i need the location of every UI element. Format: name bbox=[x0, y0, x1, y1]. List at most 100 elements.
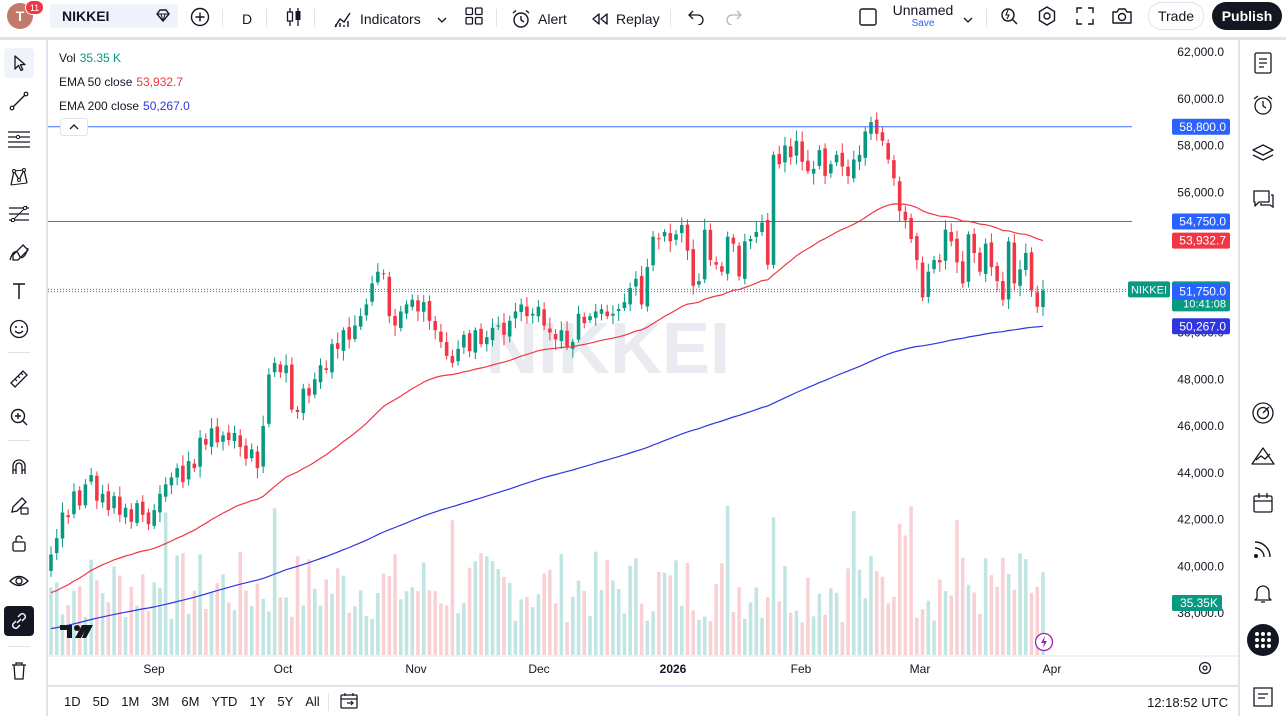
help-icon[interactable] bbox=[1248, 682, 1278, 712]
link-icon[interactable] bbox=[4, 606, 34, 636]
magnet-icon[interactable] bbox=[4, 452, 34, 482]
candle-body bbox=[158, 493, 162, 513]
clock-utc[interactable]: 12:18:52 UTC bbox=[1147, 695, 1228, 710]
layout-title: Unnamed bbox=[892, 2, 954, 18]
lightning-icon[interactable] bbox=[1034, 632, 1054, 657]
volume-bar bbox=[553, 603, 558, 655]
layout-square-icon[interactable] bbox=[858, 7, 878, 32]
candle-body bbox=[783, 145, 787, 163]
layout-name[interactable]: Unnamed Save bbox=[884, 3, 962, 29]
pattern-icon[interactable] bbox=[4, 162, 34, 192]
trash-icon[interactable] bbox=[4, 656, 34, 686]
volume-bar bbox=[358, 590, 363, 655]
chart-pane[interactable]: NIKKEI 62,000.0 60,000.0 58,000.0 56,000.0 54… bbox=[48, 40, 1238, 685]
volume-bar bbox=[857, 569, 862, 655]
range-1m[interactable]: 1M bbox=[121, 694, 140, 709]
legend-ema200[interactable]: EMA 200 close 50,267.0 bbox=[59, 94, 190, 118]
volume-bar bbox=[347, 612, 351, 655]
camera-icon[interactable] bbox=[1111, 5, 1133, 32]
trade-button[interactable]: Trade bbox=[1148, 2, 1204, 30]
brush-icon[interactable] bbox=[4, 238, 34, 268]
undo-icon[interactable] bbox=[686, 7, 706, 30]
volume-bar bbox=[341, 575, 346, 655]
legend-ema50[interactable]: EMA 50 close 53,932.7 bbox=[59, 70, 190, 94]
range-5y[interactable]: 5Y bbox=[277, 694, 294, 709]
layers-icon[interactable] bbox=[1248, 138, 1278, 168]
volume-bar bbox=[209, 592, 214, 655]
fib-retracement-icon[interactable] bbox=[4, 200, 34, 230]
fullscreen-icon[interactable] bbox=[1075, 6, 1095, 31]
range-6m[interactable]: 6M bbox=[181, 694, 200, 709]
volume-bar bbox=[915, 617, 919, 655]
ruler-icon[interactable] bbox=[4, 364, 34, 394]
chevron-down-icon[interactable] bbox=[437, 12, 447, 30]
price-chart[interactable]: NIKKEI 62,000.0 60,000.0 58,000.0 56,000.0 54… bbox=[48, 40, 1238, 685]
watchlist-icon[interactable] bbox=[1248, 48, 1278, 78]
candle-body bbox=[1041, 290, 1045, 307]
layouts-grid-icon[interactable] bbox=[464, 6, 484, 31]
volume-bar bbox=[100, 593, 105, 655]
price-tick-label: 56,000.0 bbox=[1177, 185, 1224, 199]
news-stream-icon[interactable] bbox=[1248, 534, 1278, 564]
volume-bar bbox=[181, 553, 185, 655]
volume-bar bbox=[72, 590, 76, 655]
volume-bar bbox=[920, 609, 925, 655]
range-all[interactable]: All bbox=[305, 694, 320, 709]
target-icon[interactable] bbox=[1248, 398, 1278, 428]
range-1d[interactable]: 1D bbox=[64, 694, 81, 709]
cursor-icon[interactable] bbox=[4, 48, 34, 78]
volume-bar bbox=[112, 566, 116, 655]
publish-button[interactable]: Publish bbox=[1212, 2, 1282, 30]
ideas-icon[interactable] bbox=[1248, 442, 1278, 472]
tradingview-logo[interactable] bbox=[60, 623, 94, 644]
candle-body bbox=[393, 315, 397, 326]
range-5d[interactable]: 5D bbox=[92, 694, 110, 709]
legend-volume[interactable]: Vol 35.35 K bbox=[59, 46, 190, 70]
candle-body bbox=[760, 222, 764, 232]
settings-gear-icon[interactable] bbox=[1036, 5, 1058, 32]
horizontal-lines-icon[interactable] bbox=[4, 124, 34, 154]
redo-icon[interactable] bbox=[724, 7, 744, 30]
candle-body bbox=[553, 334, 558, 340]
volume-bar bbox=[995, 586, 999, 655]
add-symbol-icon[interactable] bbox=[189, 6, 211, 33]
layout-save-link[interactable]: Save bbox=[911, 18, 935, 29]
apps-grid-icon[interactable] bbox=[1247, 624, 1279, 656]
notifications-bell-icon[interactable] bbox=[1248, 578, 1278, 608]
volume-bar bbox=[697, 619, 701, 655]
candles-icon[interactable] bbox=[284, 6, 304, 33]
emoji-icon[interactable] bbox=[4, 314, 34, 344]
indicators-button[interactable]: Indicators bbox=[333, 0, 421, 38]
candle-body bbox=[462, 334, 466, 348]
draw-lock-pencil-icon[interactable] bbox=[4, 490, 34, 520]
diamond-icon[interactable] bbox=[154, 8, 172, 27]
indicators-icon bbox=[333, 9, 353, 29]
symbol-search[interactable]: NIKKEI bbox=[50, 4, 178, 28]
alert-button[interactable]: Alert bbox=[510, 0, 567, 38]
candle-body bbox=[1024, 253, 1028, 270]
volume-bar bbox=[307, 559, 311, 655]
layout-chevron-down-icon[interactable] bbox=[963, 12, 973, 30]
calendar-icon[interactable] bbox=[1248, 488, 1278, 518]
chat-icon[interactable] bbox=[1248, 184, 1278, 214]
eye-icon[interactable] bbox=[4, 566, 34, 596]
replay-button[interactable]: Replay bbox=[590, 0, 660, 38]
lock-icon[interactable] bbox=[4, 528, 34, 558]
quick-search-icon[interactable] bbox=[998, 5, 1020, 32]
trend-line-icon[interactable] bbox=[4, 86, 34, 116]
bottom-toolbar: 1D 5D 1M 3M 6M YTD 1Y 5Y All 12:18:52 UT… bbox=[48, 687, 1238, 716]
divider bbox=[8, 352, 30, 353]
candle-body bbox=[341, 330, 346, 351]
interval-button[interactable]: D bbox=[242, 0, 252, 38]
range-ytd[interactable]: YTD bbox=[211, 694, 238, 709]
axis-settings-gear-icon[interactable] bbox=[1197, 660, 1213, 681]
text-icon[interactable] bbox=[4, 276, 34, 306]
candle-body bbox=[226, 432, 231, 441]
range-3m[interactable]: 3M bbox=[151, 694, 170, 709]
zoom-in-icon[interactable] bbox=[4, 402, 34, 432]
legend-collapse-button[interactable] bbox=[60, 118, 88, 136]
date-range-calendar-icon[interactable] bbox=[339, 692, 359, 713]
alerts-clock-icon[interactable] bbox=[1248, 90, 1278, 120]
candle-body bbox=[330, 344, 334, 373]
range-1y[interactable]: 1Y bbox=[249, 694, 266, 709]
